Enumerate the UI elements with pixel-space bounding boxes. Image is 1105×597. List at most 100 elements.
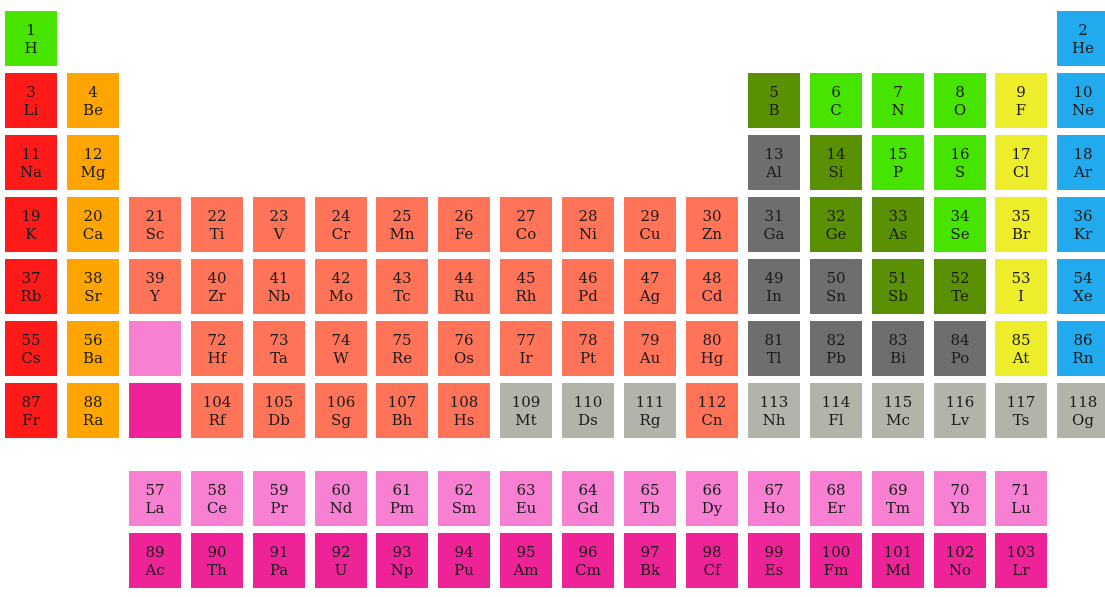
element-co[interactable]: 27 Co bbox=[500, 197, 552, 252]
element-ho[interactable]: 67 Ho bbox=[748, 471, 800, 526]
element-pm[interactable]: 61 Pm bbox=[376, 471, 428, 526]
element-nh[interactable]: 113 Nh bbox=[748, 383, 800, 438]
element-pu[interactable]: 94 Pu bbox=[438, 533, 490, 588]
element-pa[interactable]: 91 Pa bbox=[253, 533, 305, 588]
element-np[interactable]: 93 Np bbox=[376, 533, 428, 588]
element-tc[interactable]: 43 Tc bbox=[376, 259, 428, 314]
element-fe[interactable]: 26 Fe bbox=[438, 197, 490, 252]
element-te[interactable]: 52 Te bbox=[934, 259, 986, 314]
element-rh[interactable]: 45 Rh bbox=[500, 259, 552, 314]
element-zn[interactable]: 30 Zn bbox=[686, 197, 738, 252]
element-rn[interactable]: 86 Rn bbox=[1057, 321, 1105, 376]
element-os[interactable]: 76 Os bbox=[438, 321, 490, 376]
element-ru[interactable]: 44 Ru bbox=[438, 259, 490, 314]
element-zr[interactable]: 40 Zr bbox=[191, 259, 243, 314]
element-tl[interactable]: 81 Tl bbox=[748, 321, 800, 376]
element-br[interactable]: 35 Br bbox=[995, 197, 1047, 252]
element-re[interactable]: 75 Re bbox=[376, 321, 428, 376]
element-cd[interactable]: 48 Cd bbox=[686, 259, 738, 314]
element-ce[interactable]: 58 Ce bbox=[191, 471, 243, 526]
element-ar[interactable]: 18 Ar bbox=[1057, 135, 1105, 190]
element-fl[interactable]: 114 Fl bbox=[810, 383, 862, 438]
element-pt[interactable]: 78 Pt bbox=[562, 321, 614, 376]
placeholder-cell-actinide[interactable] bbox=[129, 383, 181, 438]
element-gd[interactable]: 64 Gd bbox=[562, 471, 614, 526]
element-ca[interactable]: 20 Ca bbox=[67, 197, 119, 252]
element-kr[interactable]: 36 Kr bbox=[1057, 197, 1105, 252]
element-ge[interactable]: 32 Ge bbox=[810, 197, 862, 252]
element-la[interactable]: 57 La bbox=[129, 471, 181, 526]
element-in[interactable]: 49 In bbox=[748, 259, 800, 314]
element-ds[interactable]: 110 Ds bbox=[562, 383, 614, 438]
placeholder-cell-lanthanide[interactable] bbox=[129, 321, 181, 376]
element-fr[interactable]: 87 Fr bbox=[5, 383, 57, 438]
element-md[interactable]: 101 Md bbox=[872, 533, 924, 588]
element-dy[interactable]: 66 Dy bbox=[686, 471, 738, 526]
element-cf[interactable]: 98 Cf bbox=[686, 533, 738, 588]
element-db[interactable]: 105 Db bbox=[253, 383, 305, 438]
element-rf[interactable]: 104 Rf bbox=[191, 383, 243, 438]
element-cs[interactable]: 55 Cs bbox=[5, 321, 57, 376]
element-er[interactable]: 68 Er bbox=[810, 471, 862, 526]
element-es[interactable]: 99 Es bbox=[748, 533, 800, 588]
element-lv[interactable]: 116 Lv bbox=[934, 383, 986, 438]
element-bk[interactable]: 97 Bk bbox=[624, 533, 676, 588]
element-nd[interactable]: 60 Nd bbox=[315, 471, 367, 526]
element-ti[interactable]: 22 Ti bbox=[191, 197, 243, 252]
element-og[interactable]: 118 Og bbox=[1057, 383, 1105, 438]
element-hg[interactable]: 80 Hg bbox=[686, 321, 738, 376]
element-hs[interactable]: 108 Hs bbox=[438, 383, 490, 438]
element-nb[interactable]: 41 Nb bbox=[253, 259, 305, 314]
element-ts[interactable]: 117 Ts bbox=[995, 383, 1047, 438]
element-k[interactable]: 19 K bbox=[5, 197, 57, 252]
element-sg[interactable]: 106 Sg bbox=[315, 383, 367, 438]
element-sm[interactable]: 62 Sm bbox=[438, 471, 490, 526]
element-cm[interactable]: 96 Cm bbox=[562, 533, 614, 588]
element-cr[interactable]: 24 Cr bbox=[315, 197, 367, 252]
element-si[interactable]: 14 Si bbox=[810, 135, 862, 190]
element-fm[interactable]: 100 Fm bbox=[810, 533, 862, 588]
element-hf[interactable]: 72 Hf bbox=[191, 321, 243, 376]
element-li[interactable]: 3 Li bbox=[5, 73, 57, 128]
element-cn[interactable]: 112 Cn bbox=[686, 383, 738, 438]
element-po[interactable]: 84 Po bbox=[934, 321, 986, 376]
element-am[interactable]: 95 Am bbox=[500, 533, 552, 588]
element-tm[interactable]: 69 Tm bbox=[872, 471, 924, 526]
element-mc[interactable]: 115 Mc bbox=[872, 383, 924, 438]
element-rg[interactable]: 111 Rg bbox=[624, 383, 676, 438]
element-mn[interactable]: 25 Mn bbox=[376, 197, 428, 252]
element-s[interactable]: 16 S bbox=[934, 135, 986, 190]
element-xe[interactable]: 54 Xe bbox=[1057, 259, 1105, 314]
element-p[interactable]: 15 P bbox=[872, 135, 924, 190]
element-al[interactable]: 13 Al bbox=[748, 135, 800, 190]
element-mt[interactable]: 109 Mt bbox=[500, 383, 552, 438]
element-mg[interactable]: 12 Mg bbox=[67, 135, 119, 190]
element-au[interactable]: 79 Au bbox=[624, 321, 676, 376]
element-u[interactable]: 92 U bbox=[315, 533, 367, 588]
element-no[interactable]: 102 No bbox=[934, 533, 986, 588]
element-cu[interactable]: 29 Cu bbox=[624, 197, 676, 252]
element-ni[interactable]: 28 Ni bbox=[562, 197, 614, 252]
element-sc[interactable]: 21 Sc bbox=[129, 197, 181, 252]
element-se[interactable]: 34 Se bbox=[934, 197, 986, 252]
element-w[interactable]: 74 W bbox=[315, 321, 367, 376]
element-ne[interactable]: 10 Ne bbox=[1057, 73, 1105, 128]
element-pr[interactable]: 59 Pr bbox=[253, 471, 305, 526]
element-na[interactable]: 11 Na bbox=[5, 135, 57, 190]
element-ta[interactable]: 73 Ta bbox=[253, 321, 305, 376]
element-pd[interactable]: 46 Pd bbox=[562, 259, 614, 314]
element-i[interactable]: 53 I bbox=[995, 259, 1047, 314]
element-v[interactable]: 23 V bbox=[253, 197, 305, 252]
element-ac[interactable]: 89 Ac bbox=[129, 533, 181, 588]
element-as[interactable]: 33 As bbox=[872, 197, 924, 252]
element-ra[interactable]: 88 Ra bbox=[67, 383, 119, 438]
element-ba[interactable]: 56 Ba bbox=[67, 321, 119, 376]
element-pb[interactable]: 82 Pb bbox=[810, 321, 862, 376]
element-ag[interactable]: 47 Ag bbox=[624, 259, 676, 314]
